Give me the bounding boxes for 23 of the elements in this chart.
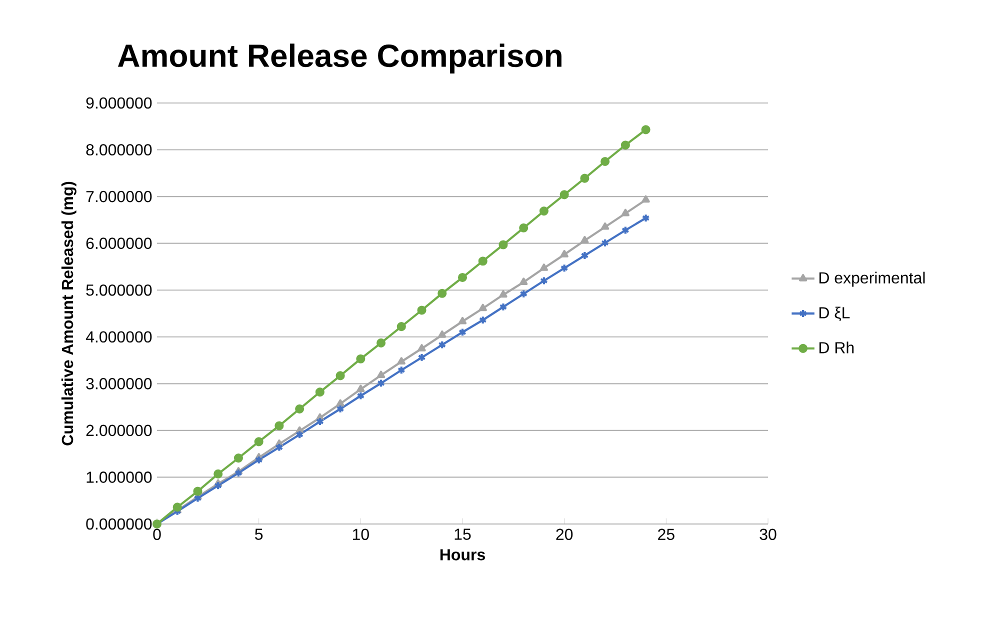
x-tick-label: 30	[760, 528, 776, 540]
x-tick-label: 15	[454, 528, 471, 540]
chart-title: Amount Release Comparison	[118, 44, 562, 74]
y-tick-label: 5.000000	[86, 284, 152, 296]
legend-label: D ξL	[819, 306, 850, 322]
x-axis-title: Hours	[440, 549, 485, 560]
x-tick-label: 10	[352, 528, 369, 540]
legend-label: D experimental	[819, 272, 925, 287]
y-tick-label: 7.000000	[86, 190, 152, 202]
x-tick-label: 5	[255, 528, 263, 540]
y-tick-label: 4.000000	[86, 331, 152, 343]
y-tick-label: 6.000000	[86, 238, 152, 249]
y-tick-label: 1.000000	[86, 472, 152, 483]
y-tick-label: 8.000000	[86, 144, 152, 156]
y-axis-title: Cumulative Amount Released (mg)	[61, 182, 76, 446]
y-tick-label: 2.000000	[86, 424, 152, 436]
y-tick-label: 0.000000	[86, 518, 152, 530]
x-tick-label: 20	[556, 528, 573, 540]
x-tick-label: 0	[153, 528, 161, 540]
legend-label: D Rh	[819, 342, 854, 354]
y-tick-label: 9.000000	[86, 97, 152, 109]
x-tick-label: 25	[658, 528, 674, 540]
y-tick-label: 3.000000	[86, 378, 152, 390]
